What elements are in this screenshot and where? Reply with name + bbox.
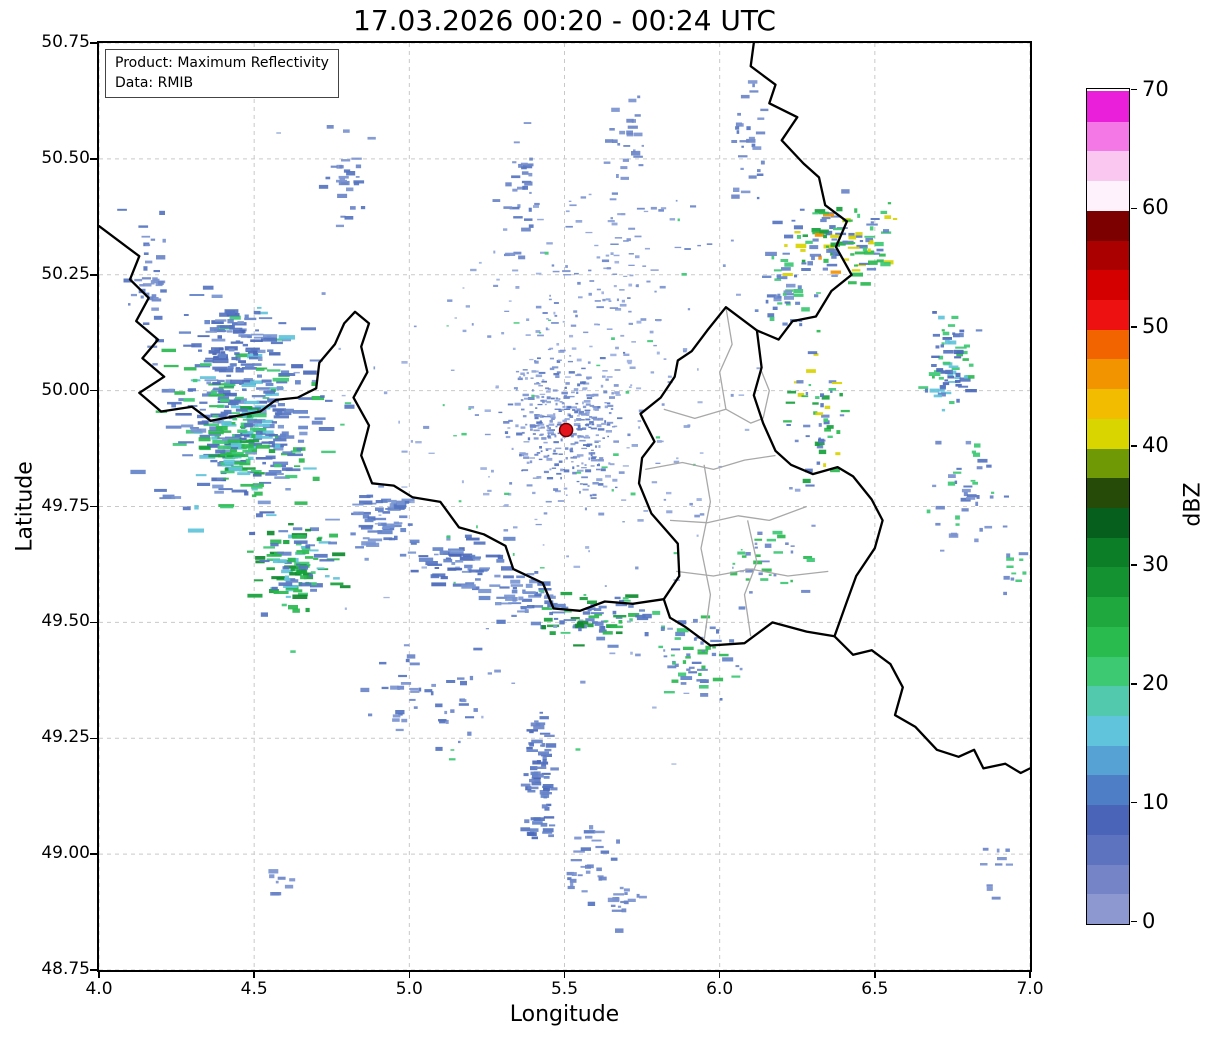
country-borders xyxy=(99,43,1030,775)
y-tick-label: 49.50 xyxy=(41,611,90,632)
colorbar-segment xyxy=(1087,477,1129,508)
colorbar-segment xyxy=(1087,150,1129,182)
y-tick-label: 50.00 xyxy=(41,379,90,400)
tick-mark xyxy=(1131,564,1137,566)
y-tick-label: 49.25 xyxy=(41,727,90,748)
tick-mark xyxy=(718,972,721,978)
colorbar-segment xyxy=(1087,863,1129,895)
tick-mark xyxy=(90,737,97,739)
colorbar-segment xyxy=(1087,655,1129,687)
colorbar-tick-label: 10 xyxy=(1142,789,1169,814)
colorbar-segment xyxy=(1087,239,1129,271)
y-tick-label: 49.00 xyxy=(41,843,90,864)
product-line: Product: Maximum Reflectivity xyxy=(115,55,329,71)
colorbar-axis-title: dBZ xyxy=(1180,482,1206,527)
colorbar-segment xyxy=(1087,91,1129,122)
tick-mark xyxy=(408,972,411,978)
colorbar-segment xyxy=(1087,626,1129,657)
colorbar-segment xyxy=(1087,418,1129,449)
colorbar-segment xyxy=(1087,685,1129,716)
colorbar-tick-label: 60 xyxy=(1142,195,1169,220)
tick-mark xyxy=(90,274,97,276)
tick-mark xyxy=(874,972,876,978)
x-tick-label: 5.0 xyxy=(395,979,423,999)
y-tick-label: 49.75 xyxy=(41,495,90,516)
colorbar-tick-label: 0 xyxy=(1142,908,1156,933)
x-tick-label: 7.0 xyxy=(1016,979,1044,999)
colorbar-segment xyxy=(1087,774,1129,806)
x-axis-title: Longitude xyxy=(509,1002,620,1027)
plot-svg xyxy=(99,43,1030,970)
colorbar-segment xyxy=(1087,358,1129,390)
figure-title: 17.03.2026 00:20 - 00:24 UTC xyxy=(353,4,776,37)
colorbar-tick-label: 30 xyxy=(1142,551,1169,576)
colorbar-segments xyxy=(1087,89,1129,924)
colorbar-segment xyxy=(1087,329,1129,360)
tick-mark xyxy=(253,972,255,978)
colorbar-segment xyxy=(1087,834,1129,865)
colorbar-segment xyxy=(1087,537,1129,568)
tick-mark xyxy=(98,972,100,978)
region-borders xyxy=(645,307,829,641)
tick-mark xyxy=(1131,801,1137,804)
colorbar-tick-label: 70 xyxy=(1142,76,1169,101)
tick-mark xyxy=(1131,920,1137,923)
tick-mark xyxy=(90,853,97,855)
x-tick-label: 4.0 xyxy=(85,979,113,999)
colorbar-tick-label: 50 xyxy=(1142,314,1169,339)
colorbar-segment xyxy=(1087,210,1129,241)
tick-mark xyxy=(90,158,97,160)
colorbar-segment xyxy=(1087,447,1129,479)
x-tick-label: 6.5 xyxy=(861,979,889,999)
y-tick-label: 50.75 xyxy=(41,32,90,52)
colorbar-segment xyxy=(1087,507,1129,538)
tick-mark xyxy=(1131,326,1137,328)
colorbar xyxy=(1086,88,1130,925)
tick-mark xyxy=(90,42,97,44)
tick-mark xyxy=(90,969,97,971)
y-tick-label: 50.25 xyxy=(41,263,90,284)
gridlines xyxy=(99,43,1030,970)
tick-mark xyxy=(1131,445,1137,447)
colorbar-segment xyxy=(1087,269,1129,300)
colorbar-tick-label: 20 xyxy=(1142,670,1169,695)
y-tick-label: 48.75 xyxy=(41,959,90,979)
tick-mark xyxy=(1029,972,1031,978)
colorbar-segment xyxy=(1087,388,1129,419)
colorbar-tick-label: 40 xyxy=(1142,433,1169,458)
tick-mark xyxy=(1131,683,1137,685)
tick-mark xyxy=(90,505,97,508)
colorbar-segment xyxy=(1087,180,1129,211)
radar-site-marker xyxy=(558,422,574,438)
tick-mark xyxy=(563,972,566,978)
colorbar-segment xyxy=(1087,121,1129,152)
x-tick-label: 6.0 xyxy=(706,979,734,999)
plot-area xyxy=(97,41,1032,972)
data-source-line: Data: RMIB xyxy=(115,75,194,92)
colorbar-segment xyxy=(1087,299,1129,330)
colorbar-segment xyxy=(1087,715,1129,746)
colorbar-segment xyxy=(1087,804,1129,835)
colorbar-segment xyxy=(1087,893,1129,924)
x-tick-label: 5.5 xyxy=(550,979,579,999)
radar-echoes xyxy=(117,80,1029,933)
tick-mark xyxy=(90,621,97,624)
x-tick-label: 4.5 xyxy=(240,979,268,999)
colorbar-segment xyxy=(1087,596,1129,627)
y-tick-label: 50.50 xyxy=(41,147,90,168)
tick-mark xyxy=(1131,88,1137,91)
colorbar-segment xyxy=(1087,566,1129,598)
tick-mark xyxy=(90,389,97,392)
product-annotation-box: Product: Maximum Reflectivity Data: RMIB xyxy=(105,49,339,98)
tick-mark xyxy=(1131,207,1137,210)
colorbar-segment xyxy=(1087,745,1129,776)
